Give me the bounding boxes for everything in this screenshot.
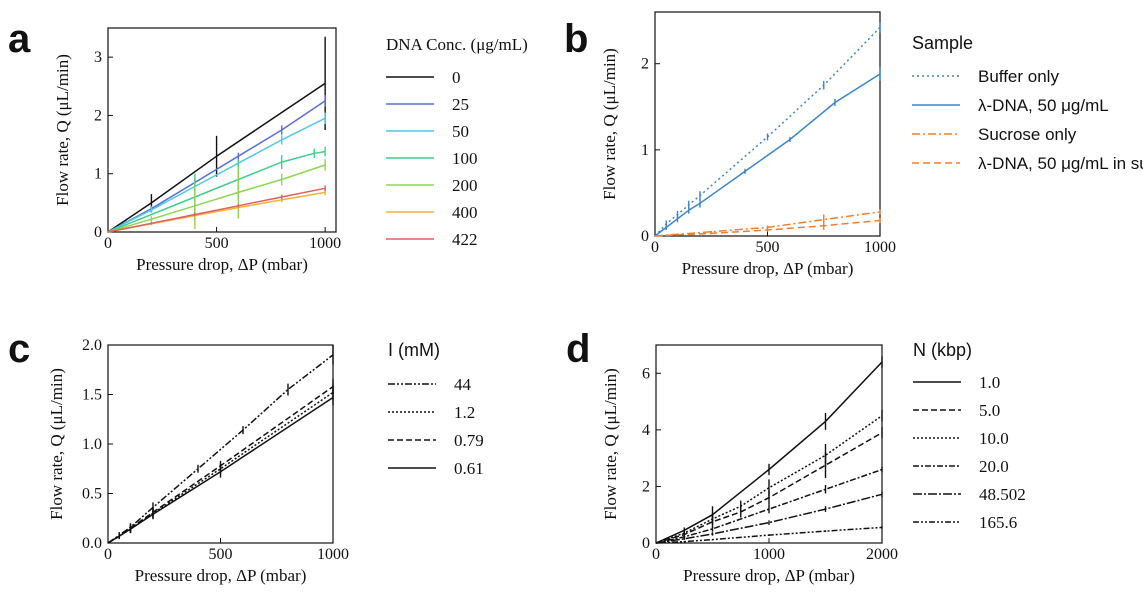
y-tick-label: 1 xyxy=(94,166,102,183)
chart-panel-d: 0 1000 2000 0 2 4 6 Pressure drop, ΔP (mbar) Flo… xyxy=(601,340,1026,585)
series-line-48.502 xyxy=(655,493,883,544)
legend-label: 10.0 xyxy=(979,429,1009,448)
legend-title: N (kbp) xyxy=(913,340,972,360)
legend-label: 0 xyxy=(452,68,461,87)
legend-label: 1.0 xyxy=(979,373,1000,392)
x-axis-title: Pressure drop, ΔP (mbar) xyxy=(682,259,854,278)
legend-label: 100 xyxy=(452,149,478,168)
y-tick-label: 2.0 xyxy=(82,337,102,354)
legend-title: DNA Conc. (μg/mL) xyxy=(386,35,528,54)
series-line-44 xyxy=(107,354,334,544)
y-tick-label: 2 xyxy=(94,107,102,124)
legend-label: 422 xyxy=(452,230,478,249)
x-tick-label: 0 xyxy=(104,235,112,252)
y-tick-label: 0 xyxy=(94,224,102,241)
series-line-422 xyxy=(107,187,326,233)
y-tick-label: 1 xyxy=(641,142,649,159)
legend-label: 25 xyxy=(452,95,469,114)
x-tick-label: 500 xyxy=(756,239,780,256)
legend-title: I (mM) xyxy=(388,340,440,360)
legend-label: 400 xyxy=(452,203,478,222)
x-tick-label: 500 xyxy=(205,235,229,252)
panel-letter-c: c xyxy=(8,327,30,371)
x-axis-title: Pressure drop, ΔP (mbar) xyxy=(135,566,307,585)
legend-label: 50 xyxy=(452,122,469,141)
y-axis-title: Flow rate, Q (μL/min) xyxy=(600,48,619,200)
series-line-165.6 xyxy=(655,526,883,544)
plot-frame xyxy=(107,27,337,233)
legend-label: 48.502 xyxy=(979,485,1026,504)
plot-frame xyxy=(107,344,334,544)
chart-panel-b: 0 500 1000 0 1 2 Pressure drop, ΔP (mbar) Flow … xyxy=(600,11,1143,278)
panel-letter-d: d xyxy=(566,327,590,371)
x-tick-label: 1000 xyxy=(753,546,785,563)
x-axis-title: Pressure drop, ΔP (mbar) xyxy=(683,566,855,585)
legend-label: Sucrose only xyxy=(978,125,1077,144)
y-tick-label: 0.0 xyxy=(82,535,102,552)
y-axis-title: Flow rate, Q (μL/min) xyxy=(601,368,620,520)
legend-label: 44 xyxy=(454,375,472,394)
x-tick-label: 500 xyxy=(209,546,233,563)
legend-label: 5.0 xyxy=(979,401,1000,420)
y-tick-label: 4 xyxy=(642,422,650,439)
legend-label: 200 xyxy=(452,176,478,195)
y-tick-label: 1.0 xyxy=(82,436,102,453)
series-line-50 xyxy=(107,117,326,233)
y-tick-label: 0 xyxy=(642,535,650,552)
x-tick-label: 0 xyxy=(652,546,660,563)
x-tick-label: 0 xyxy=(651,239,659,256)
series-line-0.61 xyxy=(107,396,334,544)
y-axis-title: Flow rate, Q (μL/min) xyxy=(47,368,66,520)
series-line-1.0 xyxy=(655,361,883,544)
legend-label: 0.79 xyxy=(454,431,484,450)
legend-label: λ-DNA, 50 μg/mL in sucrose xyxy=(978,154,1143,173)
x-tick-label: 0 xyxy=(104,546,112,563)
series-line-100 xyxy=(107,150,326,233)
legend-label: 1.2 xyxy=(454,403,475,422)
chart-panel-c: 0 500 1000 0.0 0.5 1.0 1.5 2.0 Pressure drop, ΔP… xyxy=(47,337,484,585)
legend-label: Buffer only xyxy=(978,67,1059,86)
series-line-25 xyxy=(107,100,326,233)
x-axis-title: Pressure drop, ΔP (mbar) xyxy=(136,255,308,274)
y-tick-label: 2 xyxy=(641,56,649,73)
x-tick-label: 1000 xyxy=(309,235,341,252)
y-tick-label: 6 xyxy=(642,365,650,382)
x-tick-label: 1000 xyxy=(317,546,349,563)
x-tick-label: 2000 xyxy=(866,546,898,563)
legend-label: λ-DNA, 50 μg/mL xyxy=(978,96,1109,115)
series-line-20.0 xyxy=(655,468,883,544)
panel-letter-a: a xyxy=(8,17,31,61)
y-tick-label: 0 xyxy=(641,228,649,245)
y-tick-label: 2 xyxy=(642,478,650,495)
y-tick-label: 3 xyxy=(94,49,102,66)
series-line-200 xyxy=(107,164,326,233)
legend-label: 165.6 xyxy=(979,513,1017,532)
panel-letter-b: b xyxy=(564,17,588,61)
legend-title: Sample xyxy=(912,33,973,53)
x-tick-label: 1000 xyxy=(864,239,896,256)
y-axis-title: Flow rate, Q (μL/min) xyxy=(53,54,72,206)
y-tick-label: 1.5 xyxy=(82,387,102,404)
series-line-0 xyxy=(107,82,326,233)
legend-label: 20.0 xyxy=(979,457,1009,476)
legend-label: 0.61 xyxy=(454,459,484,478)
y-tick-label: 0.5 xyxy=(82,486,102,503)
